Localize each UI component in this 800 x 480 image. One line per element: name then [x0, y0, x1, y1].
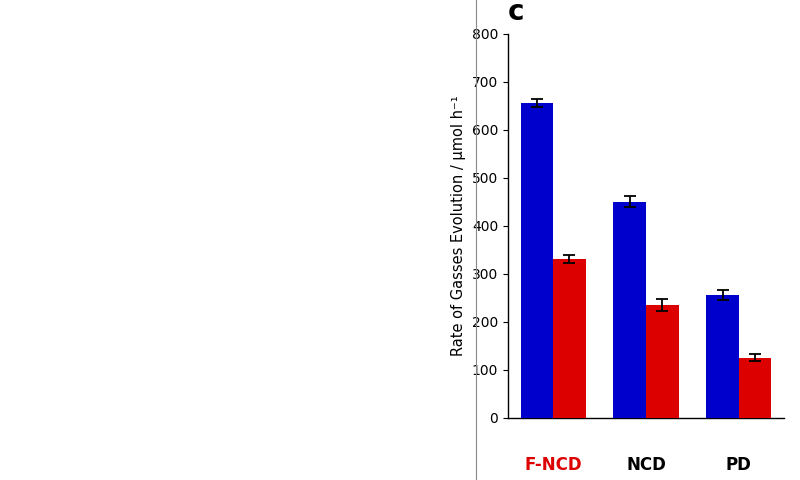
Bar [646, 305, 678, 418]
Text: PD: PD [726, 456, 752, 474]
Text: NCD: NCD [626, 456, 666, 474]
Y-axis label: Rate of Gasses Evolution / μmol h⁻¹: Rate of Gasses Evolution / μmol h⁻¹ [451, 96, 466, 356]
Text: c: c [508, 0, 525, 26]
Bar [614, 202, 646, 418]
Text: F-NCD: F-NCD [524, 456, 582, 474]
Bar [739, 358, 771, 418]
Bar [706, 295, 739, 418]
Bar [553, 259, 586, 418]
Bar [521, 103, 553, 418]
